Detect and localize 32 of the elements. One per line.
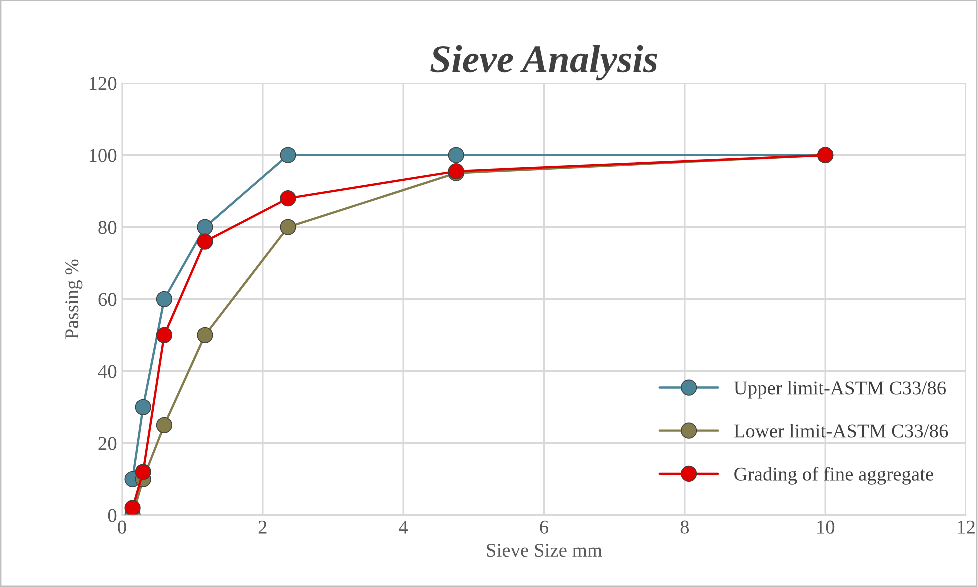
- point: [280, 219, 296, 236]
- x-tick-label: 12: [958, 520, 975, 534]
- y-axis-title: Passing %: [66, 260, 83, 340]
- x-tick-label: 4: [399, 520, 408, 534]
- point: [156, 291, 173, 308]
- legend-label: Grading of fine aggregate: [734, 467, 934, 485]
- point: [280, 190, 296, 207]
- point: [448, 147, 464, 164]
- x-tick-label: 6: [540, 520, 549, 534]
- x-tick-label: 0: [118, 520, 126, 534]
- chart-title: Sieve Analysis: [430, 45, 658, 81]
- point: [197, 327, 214, 344]
- y-tick-label: 60: [98, 293, 117, 306]
- y-tick-label: 40: [98, 365, 117, 378]
- point: [156, 417, 173, 434]
- x-tick-label: 8: [680, 520, 690, 534]
- y-tick-label: 100: [90, 149, 117, 162]
- point: [135, 399, 152, 416]
- y-tick-label: 0: [108, 509, 117, 522]
- y-tick-label: 120: [90, 77, 117, 90]
- legend-label: Lower limit-ASTM C33/86: [734, 424, 948, 438]
- point: [197, 219, 214, 236]
- legend-label: Upper limit-ASTM C33/86: [734, 381, 946, 399]
- y-tick-label: 20: [98, 437, 117, 450]
- point: [135, 464, 152, 480]
- point: [197, 234, 214, 250]
- y-tick-label: 80: [98, 221, 117, 234]
- x-tick-label: 10: [818, 520, 835, 534]
- x-tick-label: 2: [258, 520, 267, 534]
- point: [280, 147, 296, 164]
- point: [156, 327, 173, 344]
- x-axis-title: Sieve Size mm: [487, 544, 602, 558]
